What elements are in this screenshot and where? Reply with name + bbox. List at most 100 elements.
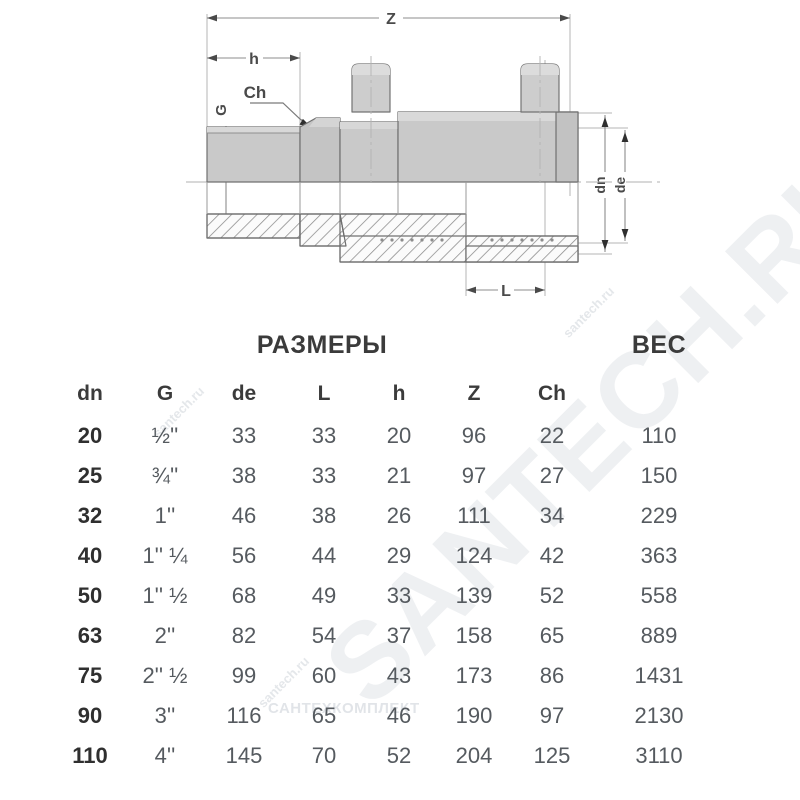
dimension-l: L bbox=[466, 280, 545, 300]
cell-weight: 110 bbox=[641, 423, 677, 448]
terminal-pins bbox=[351, 56, 560, 182]
cell-weight: 889 bbox=[640, 623, 678, 648]
column-header-l: L bbox=[317, 382, 331, 405]
cell-l: 60 bbox=[311, 663, 337, 688]
dimension-de: de bbox=[612, 130, 635, 241]
cell-de: 56 bbox=[231, 543, 257, 568]
cell-dn: 50 bbox=[77, 583, 103, 608]
dimension-label-dn: dn bbox=[592, 176, 608, 193]
cell-de: 38 bbox=[231, 463, 257, 488]
cell-ch: 86 bbox=[539, 663, 565, 688]
cell-g: 1'' bbox=[154, 503, 176, 528]
cell-dn: 63 bbox=[77, 623, 103, 648]
cell-z: 124 bbox=[455, 543, 493, 568]
cell-de: 46 bbox=[231, 503, 257, 528]
cell-h: 33 bbox=[386, 583, 412, 608]
cell-ch: 27 bbox=[539, 463, 565, 488]
cell-g: 3'' bbox=[154, 703, 176, 728]
dimension-label-ch: Ch bbox=[244, 83, 267, 102]
technical-drawing: Z h Ch G L dn bbox=[0, 0, 800, 312]
cell-dn: 25 bbox=[77, 463, 103, 488]
column-header-dn: dn bbox=[77, 382, 103, 405]
cell-g: 2'' bbox=[154, 623, 176, 648]
cell-h: 52 bbox=[386, 743, 412, 768]
cell-l: 49 bbox=[311, 583, 337, 608]
column-header-weight bbox=[591, 372, 727, 416]
cell-h: 20 bbox=[386, 423, 412, 448]
column-header-ch: Ch bbox=[538, 382, 566, 405]
column-header-de: de bbox=[231, 382, 257, 405]
cell-dn: 20 bbox=[77, 423, 103, 448]
table-row: 40 1'' ¼ 56 44 29 124 42 363 bbox=[53, 536, 727, 576]
dimension-label-h: h bbox=[249, 51, 259, 68]
cell-l: 33 bbox=[311, 423, 337, 448]
table-row: 75 2'' ½ 99 60 43 173 86 1431 bbox=[53, 656, 727, 696]
cell-weight: 1431 bbox=[634, 663, 684, 688]
dimension-table: РАЗМЕРЫ ВЕС dn G de L h Z Ch 20 ½'' 33 33 20… bbox=[53, 318, 727, 778]
cell-l: 44 bbox=[311, 543, 337, 568]
cell-g: ¾'' bbox=[151, 463, 179, 488]
cell-ch: 34 bbox=[539, 503, 565, 528]
cell-weight: 2130 bbox=[634, 703, 684, 728]
section-outlines bbox=[206, 213, 579, 263]
cell-h: 26 bbox=[386, 503, 412, 528]
dimension-dn: dn bbox=[592, 115, 615, 252]
table-row: 63 2'' 82 54 37 158 65 889 bbox=[53, 616, 727, 656]
cell-g: 1'' ½ bbox=[142, 583, 188, 608]
socket-outline bbox=[206, 182, 579, 236]
cell-g: 1'' ¼ bbox=[142, 543, 188, 568]
dimension-label-de: de bbox=[612, 177, 628, 194]
dimension-h: h bbox=[207, 48, 300, 68]
column-header-g: G bbox=[156, 382, 174, 405]
cell-dn: 90 bbox=[77, 703, 103, 728]
cell-weight: 558 bbox=[640, 583, 678, 608]
group-header-dimensions: РАЗМЕРЫ bbox=[256, 330, 388, 359]
cell-h: 29 bbox=[386, 543, 412, 568]
cell-g: 4'' bbox=[154, 743, 176, 768]
cell-weight: 363 bbox=[640, 543, 678, 568]
table-row: 25 ¾'' 38 33 21 97 27 150 bbox=[53, 456, 727, 496]
table-row: 90 3'' 116 65 46 190 97 2130 bbox=[53, 696, 727, 736]
cell-de: 99 bbox=[231, 663, 257, 688]
cell-weight: 229 bbox=[640, 503, 678, 528]
cell-z: 204 bbox=[455, 743, 493, 768]
cell-l: 70 bbox=[311, 743, 337, 768]
cell-weight: 150 bbox=[640, 463, 678, 488]
cell-z: 139 bbox=[455, 583, 493, 608]
cell-ch: 65 bbox=[539, 623, 565, 648]
cell-h: 46 bbox=[386, 703, 412, 728]
cell-ch: 52 bbox=[539, 583, 565, 608]
table-row: 50 1'' ½ 68 49 33 139 52 558 bbox=[53, 576, 727, 616]
table-body: РАЗМЕРЫ ВЕС dn G de L h Z Ch 20 ½'' 33 33 20… bbox=[53, 318, 727, 778]
cell-h: 21 bbox=[386, 463, 412, 488]
cell-dn: 75 bbox=[77, 663, 103, 688]
cell-ch: 97 bbox=[539, 703, 565, 728]
column-header-h: h bbox=[392, 382, 406, 405]
heating-coil-dots bbox=[380, 238, 554, 242]
cell-de: 33 bbox=[231, 423, 257, 448]
table-row: 32 1'' 46 38 26 111 34 229 bbox=[53, 496, 727, 536]
fitting-upper-body bbox=[206, 111, 579, 183]
cell-g: 2'' ½ bbox=[142, 663, 188, 688]
cell-h: 37 bbox=[386, 623, 412, 648]
cell-l: 65 bbox=[311, 703, 337, 728]
cell-z: 111 bbox=[457, 503, 491, 528]
dimension-label-g: G bbox=[213, 104, 230, 116]
cell-dn: 40 bbox=[77, 543, 103, 568]
cell-l: 33 bbox=[311, 463, 337, 488]
cell-dn: 32 bbox=[77, 503, 103, 528]
cell-g: ½'' bbox=[151, 423, 179, 448]
cell-l: 54 bbox=[311, 623, 337, 648]
column-header-z: Z bbox=[467, 382, 481, 405]
cell-z: 173 bbox=[455, 663, 493, 688]
table-row: 20 ½'' 33 33 20 96 22 110 bbox=[53, 416, 727, 456]
group-header-weight: ВЕС bbox=[631, 330, 687, 359]
table-column-header-row: dn G de L h Z Ch bbox=[53, 372, 727, 416]
cell-ch: 42 bbox=[539, 543, 565, 568]
cell-l: 38 bbox=[311, 503, 337, 528]
dimension-label-l: L bbox=[501, 283, 511, 300]
cell-z: 158 bbox=[455, 623, 493, 648]
cell-h: 43 bbox=[386, 663, 412, 688]
bottom-rule bbox=[53, 776, 727, 778]
table-row: 110 4'' 145 70 52 204 125 3110 bbox=[53, 736, 727, 776]
